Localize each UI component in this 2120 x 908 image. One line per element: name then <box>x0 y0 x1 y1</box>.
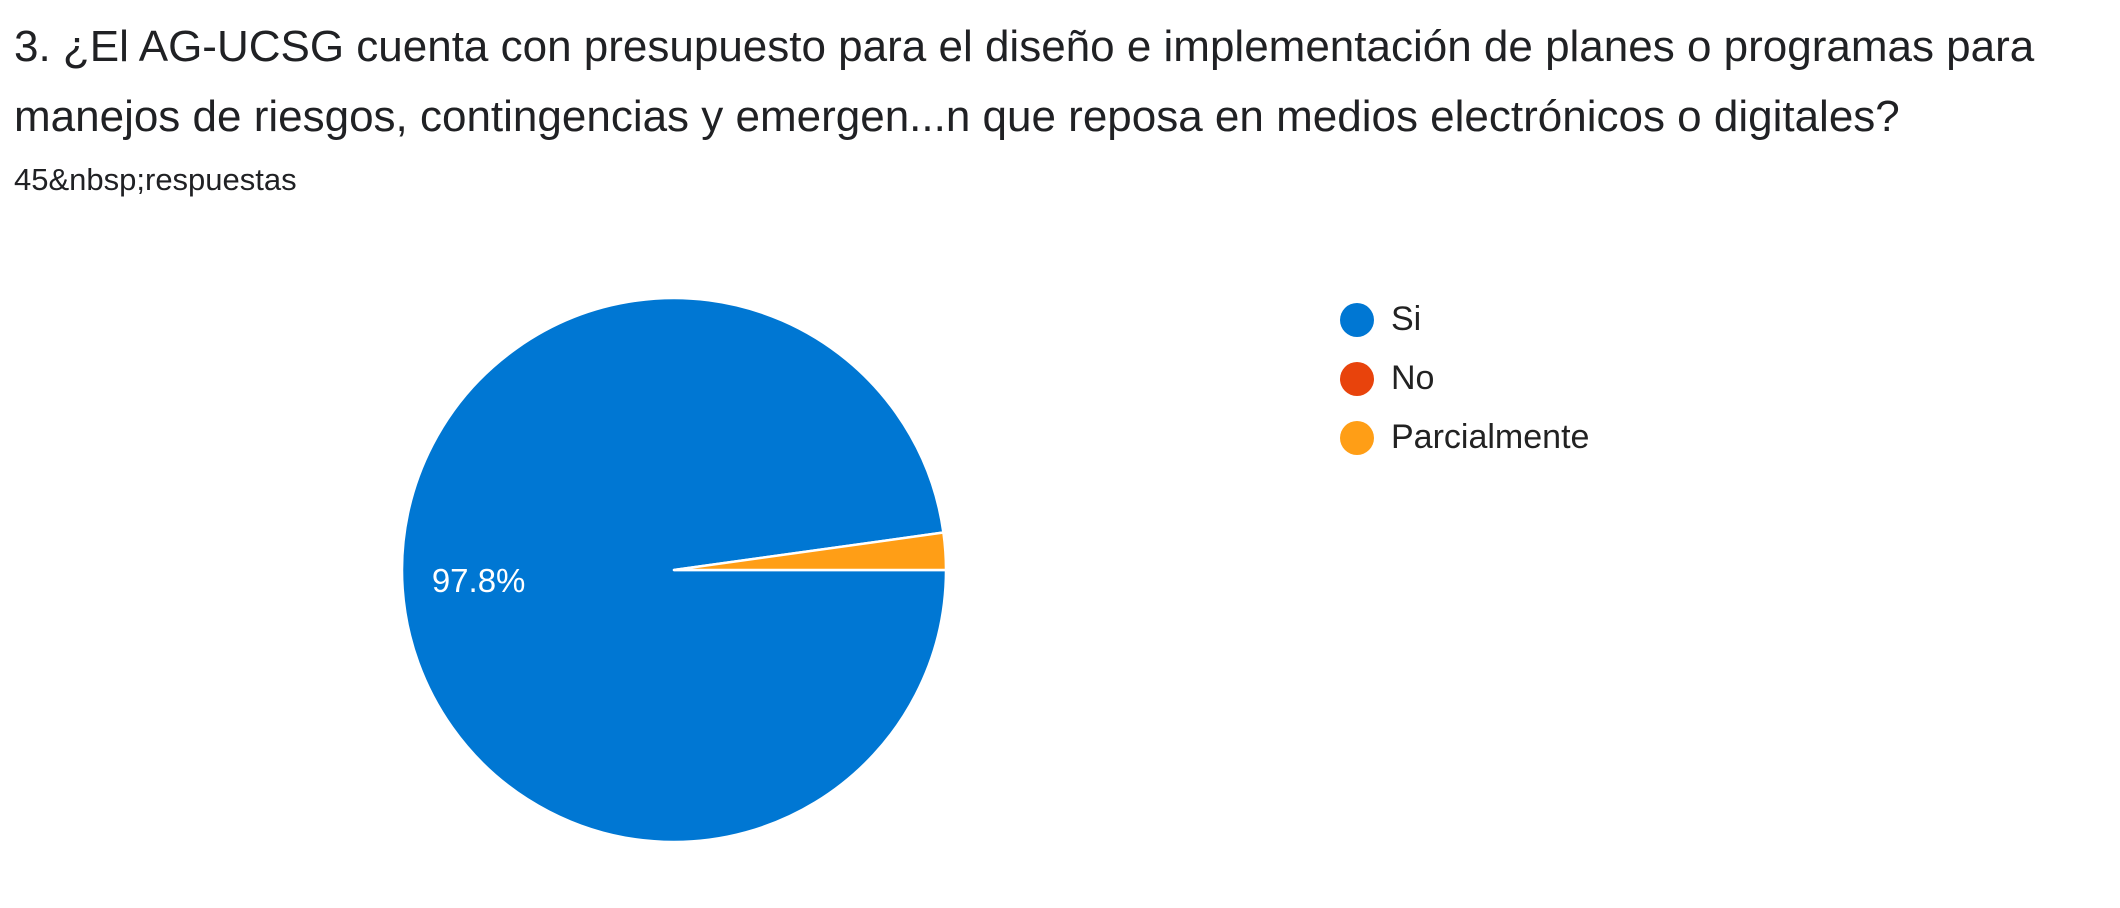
legend-item-si: Si <box>1340 290 1589 349</box>
legend-swatch <box>1340 302 1374 337</box>
legend-item-no: No <box>1340 349 1589 408</box>
legend-item-parcialmente: Parcialmente <box>1340 408 1589 467</box>
legend-label: No <box>1391 359 1435 397</box>
pie-data-label-si: 97.8% <box>432 562 526 599</box>
legend-swatch <box>1340 420 1374 455</box>
pie-slice-parcialmente <box>672 531 948 572</box>
legend-swatch <box>1340 361 1374 396</box>
response-count: 45&nbsp;respuestas <box>14 162 297 197</box>
legend-label: Si <box>1391 300 1422 338</box>
question-title: 3. ¿El AG-UCSG cuenta con presupuesto pa… <box>14 22 2035 141</box>
chart-legend: Si No Parcialmente <box>1340 290 1589 467</box>
legend-label: Parcialmente <box>1391 418 1590 456</box>
